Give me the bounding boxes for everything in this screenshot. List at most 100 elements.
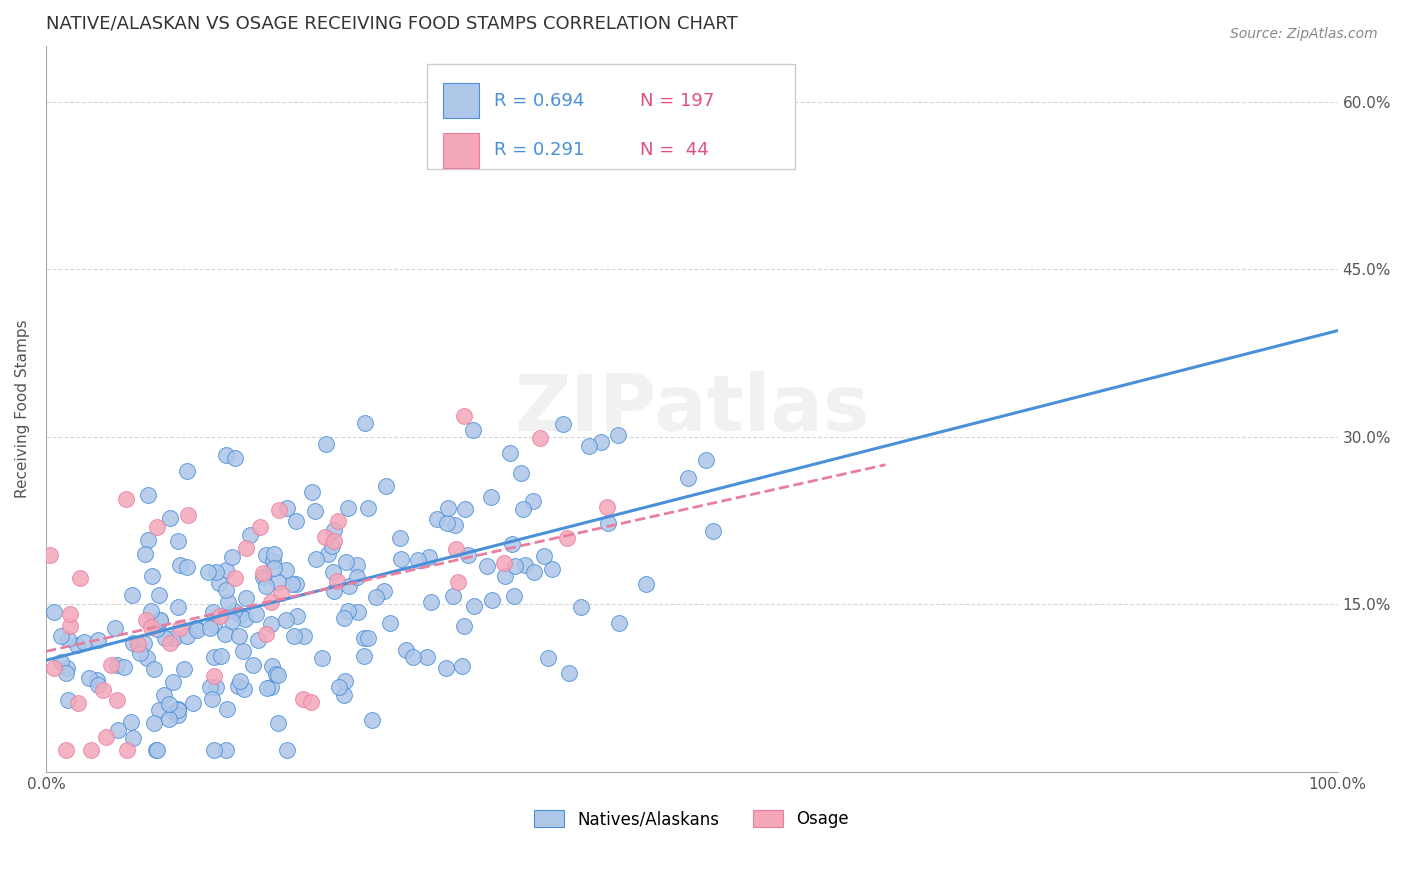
Point [235, 591, 257, 605]
Point [252, 569, 274, 583]
Point [346, 570, 368, 584]
Point [166, 533, 188, 548]
Point [285, 576, 308, 591]
Point [66, 638, 89, 652]
Bar [443, 83, 478, 118]
Point [112, 659, 135, 673]
Point [242, 657, 264, 672]
Point [105, 693, 128, 707]
Text: R = 0.694: R = 0.694 [494, 92, 585, 110]
Point [321, 539, 343, 553]
Point [232, 681, 254, 696]
Point [337, 500, 360, 515]
Point [176, 464, 198, 478]
Point [274, 563, 297, 577]
Text: Source: ZipAtlas.com: Source: ZipAtlas.com [1230, 27, 1378, 41]
Point [246, 633, 269, 648]
Point [522, 494, 544, 508]
Point [224, 451, 246, 466]
Point [167, 702, 190, 716]
Point [402, 649, 425, 664]
Point [578, 439, 600, 453]
Point [77, 672, 100, 686]
Point [323, 584, 346, 599]
Point [149, 613, 172, 627]
Point [146, 520, 169, 534]
Point [157, 697, 180, 711]
Point [159, 636, 181, 650]
Point [326, 574, 349, 589]
Point [51, 655, 73, 669]
Point [463, 423, 485, 437]
Point [322, 534, 344, 549]
Point [444, 518, 467, 533]
Point [252, 566, 274, 580]
Point [276, 742, 298, 756]
Point [107, 657, 129, 672]
Point [444, 542, 467, 557]
Point [523, 566, 546, 580]
Point [56, 632, 79, 646]
Point [262, 554, 284, 568]
Point [135, 651, 157, 665]
Point [415, 650, 437, 665]
Point [463, 599, 485, 613]
Point [569, 600, 592, 615]
Point [481, 593, 503, 607]
Point [224, 571, 246, 585]
Point [606, 427, 628, 442]
Point [512, 502, 534, 516]
Point [59, 619, 82, 633]
Point [276, 500, 298, 515]
Point [215, 448, 238, 462]
Point [228, 607, 250, 622]
Point [229, 673, 252, 688]
Point [100, 658, 122, 673]
Point [495, 569, 517, 583]
Point [66, 696, 89, 710]
Point [173, 662, 195, 676]
Point [56, 661, 79, 675]
Point [181, 697, 204, 711]
Point [217, 595, 239, 609]
Point [136, 488, 159, 502]
Point [494, 556, 516, 570]
Point [501, 537, 523, 551]
Point [94, 730, 117, 744]
Point [267, 503, 290, 517]
Point [333, 611, 356, 625]
Point [353, 631, 375, 645]
Legend: Natives/Alaskans, Osage: Natives/Alaskans, Osage [526, 802, 858, 837]
Point [695, 453, 717, 467]
Point [162, 675, 184, 690]
Point [267, 668, 290, 682]
Point [176, 629, 198, 643]
Point [224, 604, 246, 618]
Bar [443, 133, 478, 168]
Point [146, 622, 169, 636]
Point [447, 575, 470, 590]
Point [221, 549, 243, 564]
Point [441, 589, 464, 603]
Point [135, 614, 157, 628]
Point [143, 715, 166, 730]
Point [292, 691, 315, 706]
Point [388, 531, 411, 545]
Point [163, 706, 186, 720]
Point [121, 588, 143, 602]
Point [315, 437, 337, 451]
Point [159, 510, 181, 524]
Point [233, 612, 256, 626]
Point [437, 501, 460, 516]
Point [69, 571, 91, 585]
Point [479, 490, 502, 504]
Point [176, 559, 198, 574]
Point [145, 742, 167, 756]
Point [373, 584, 395, 599]
Text: ZIPatlas: ZIPatlas [515, 371, 869, 447]
Point [39, 548, 62, 562]
Point [598, 516, 620, 530]
Point [453, 618, 475, 632]
Point [537, 651, 560, 665]
Point [49, 629, 72, 643]
